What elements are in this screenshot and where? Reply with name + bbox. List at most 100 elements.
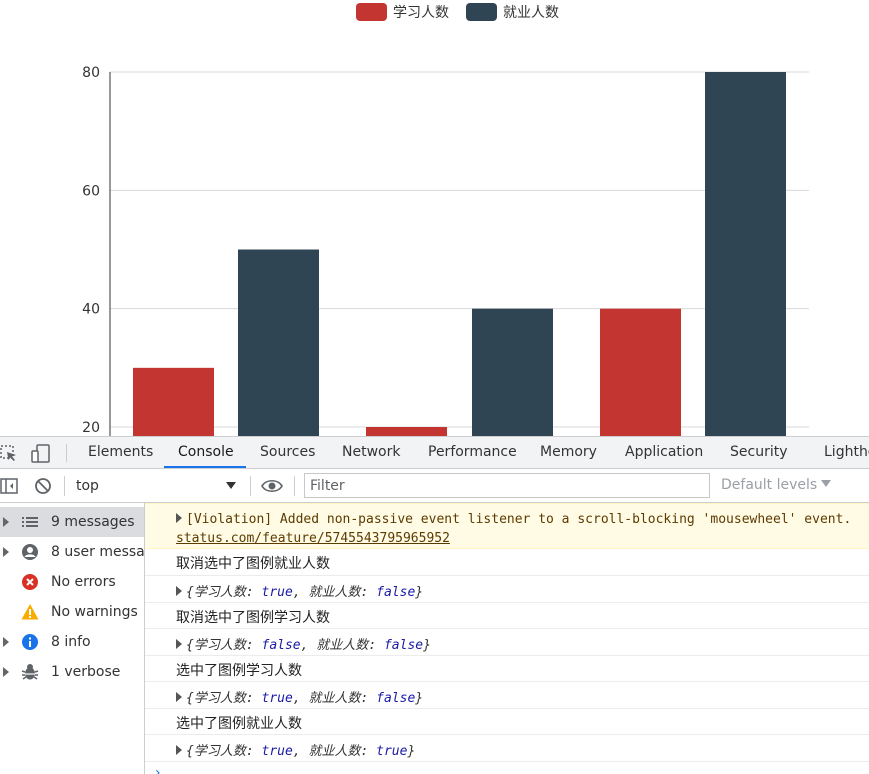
object-key: 学习人数 — [193, 744, 246, 759]
object-value: true — [261, 691, 293, 706]
log-message: 选中了图例就业人数 — [145, 709, 869, 735]
expand-arrow-icon[interactable] — [176, 639, 182, 649]
device-toolbar-icon[interactable] — [31, 444, 51, 464]
user-icon — [21, 543, 39, 561]
bar-study-1 — [366, 427, 447, 436]
log-text: 取消选中了图例就业人数 — [176, 556, 330, 572]
inspect-element-icon[interactable] — [0, 445, 18, 463]
sidebar-item-user[interactable]: 8 user messages — [0, 537, 144, 567]
bar-employ-1 — [472, 308, 553, 436]
log-message: 选中了图例学习人数 — [145, 656, 869, 682]
sidebar-item-bug[interactable]: 1 verbose — [0, 657, 144, 687]
filter-input[interactable] — [304, 473, 710, 498]
expand-arrow-icon[interactable] — [3, 667, 9, 677]
live-expression-eye-icon[interactable] — [261, 477, 283, 495]
warning-icon — [21, 603, 39, 621]
tab-security[interactable]: Security — [730, 444, 788, 460]
log-levels-dropdown[interactable]: Default levels — [721, 477, 832, 493]
chevron-down-icon — [821, 480, 832, 487]
sidebar-toggle-icon[interactable] — [0, 477, 18, 495]
active-tab-indicator — [164, 466, 246, 468]
violation-text-block: [Violation] Added non-passive event list… — [176, 510, 851, 548]
legend-label[interactable]: 学习人数 — [393, 5, 449, 21]
violation-message: [Violation] Added non-passive event list… — [145, 503, 869, 549]
object-value: false — [376, 585, 416, 600]
expand-arrow-icon[interactable] — [176, 745, 182, 755]
y-tick-label: 80 — [82, 65, 100, 81]
log-object: {学习人数: true, 就业人数: false} — [145, 682, 869, 709]
log-text: 选中了图例学习人数 — [176, 663, 302, 679]
bar-employ-2 — [705, 72, 786, 436]
console-messages: [Violation] Added non-passive event list… — [145, 503, 869, 774]
log-object: {学习人数: false, 就业人数: false} — [145, 629, 869, 656]
sidebar-item-label: No errors — [51, 574, 116, 590]
expand-arrow-icon[interactable] — [176, 692, 182, 702]
expand-arrow-icon[interactable] — [176, 513, 182, 523]
object-key: 就业人数 — [308, 585, 361, 600]
violation-link[interactable]: status.com/feature/5745543795965952 — [176, 531, 450, 546]
expand-arrow-icon[interactable] — [3, 637, 9, 647]
log-object: {学习人数: true, 就业人数: false} — [145, 576, 869, 603]
tab-performance[interactable]: Performance — [428, 444, 517, 460]
object-preview[interactable]: {学习人数: true, 就业人数: false} — [176, 687, 423, 706]
expand-arrow-icon[interactable] — [3, 517, 9, 527]
object-value: false — [261, 638, 301, 653]
log-levels-label: Default levels — [721, 477, 818, 493]
toolbar-separator — [294, 476, 295, 496]
sidebar-item-label: 1 verbose — [51, 664, 121, 680]
sidebar-item-list[interactable]: 9 messages — [0, 507, 144, 537]
tab-sources[interactable]: Sources — [260, 444, 316, 460]
info-icon — [21, 633, 39, 651]
object-key: 就业人数 — [308, 691, 361, 706]
object-key: 学习人数 — [193, 691, 246, 706]
object-preview[interactable]: {学习人数: true, 就业人数: false} — [176, 581, 423, 600]
y-tick-label: 20 — [82, 420, 100, 436]
object-key: 学习人数 — [193, 585, 246, 600]
error-icon — [21, 573, 39, 591]
clear-console-icon[interactable] — [34, 477, 52, 495]
log-message: 取消选中了图例就业人数 — [145, 549, 869, 576]
tab-network[interactable]: Network — [342, 444, 401, 460]
object-value: true — [261, 744, 293, 759]
sidebar-item-info[interactable]: 8 info — [0, 627, 144, 657]
expand-arrow-icon[interactable] — [3, 547, 9, 557]
bug-icon — [21, 663, 39, 681]
legend-swatch — [466, 3, 497, 21]
sidebar-item-warning[interactable]: No warnings — [0, 597, 144, 627]
tab-elements[interactable]: Elements — [88, 444, 154, 460]
devtools-panel: Elements Console Sources Network Performance… — [0, 436, 869, 774]
toolbar-separator — [64, 476, 65, 496]
object-preview[interactable]: {学习人数: true, 就业人数: true} — [176, 740, 415, 759]
tab-application[interactable]: Application — [625, 444, 704, 460]
log-message: 取消选中了图例学习人数 — [145, 603, 869, 629]
devtools-tab-bar: Elements Console Sources Network Performance… — [0, 437, 869, 469]
legend-swatch — [356, 3, 387, 21]
sidebar-item-error[interactable]: No errors — [0, 567, 144, 597]
legend-label[interactable]: 就业人数 — [503, 5, 559, 21]
context-selector[interactable]: top — [68, 473, 244, 499]
object-value: true — [261, 585, 293, 600]
tab-bar-separator — [66, 444, 67, 462]
context-value: top — [76, 478, 99, 494]
log-text: 取消选中了图例学习人数 — [176, 610, 330, 626]
object-preview[interactable]: {学习人数: false, 就业人数: false} — [176, 634, 431, 653]
y-tick-label: 60 — [82, 183, 100, 199]
chart-area: 20 40 60 80 学习人数 就业人数 — [82, 3, 809, 436]
expand-arrow-icon[interactable] — [176, 586, 182, 596]
object-key: 学习人数 — [193, 638, 246, 653]
tab-memory[interactable]: Memory — [540, 444, 597, 460]
violation-text: [Violation] Added non-passive event list… — [186, 512, 852, 527]
sidebar-item-label: 9 messages — [51, 514, 135, 530]
tab-console[interactable]: Console — [178, 444, 234, 460]
console-prompt[interactable]: › — [155, 765, 161, 774]
bar-study-2 — [600, 308, 681, 436]
sidebar-item-label: 8 user messages — [51, 544, 144, 560]
tab-lighthouse[interactable]: Lighthouse — [824, 444, 869, 460]
bar-employ-0 — [238, 249, 319, 436]
log-text: 选中了图例就业人数 — [176, 716, 302, 732]
object-value: false — [383, 638, 424, 653]
log-object: {学习人数: true, 就业人数: true} — [145, 735, 869, 762]
object-key: 就业人数 — [316, 638, 369, 653]
object-key: 就业人数 — [308, 744, 361, 759]
y-tick-label: 40 — [82, 302, 100, 318]
